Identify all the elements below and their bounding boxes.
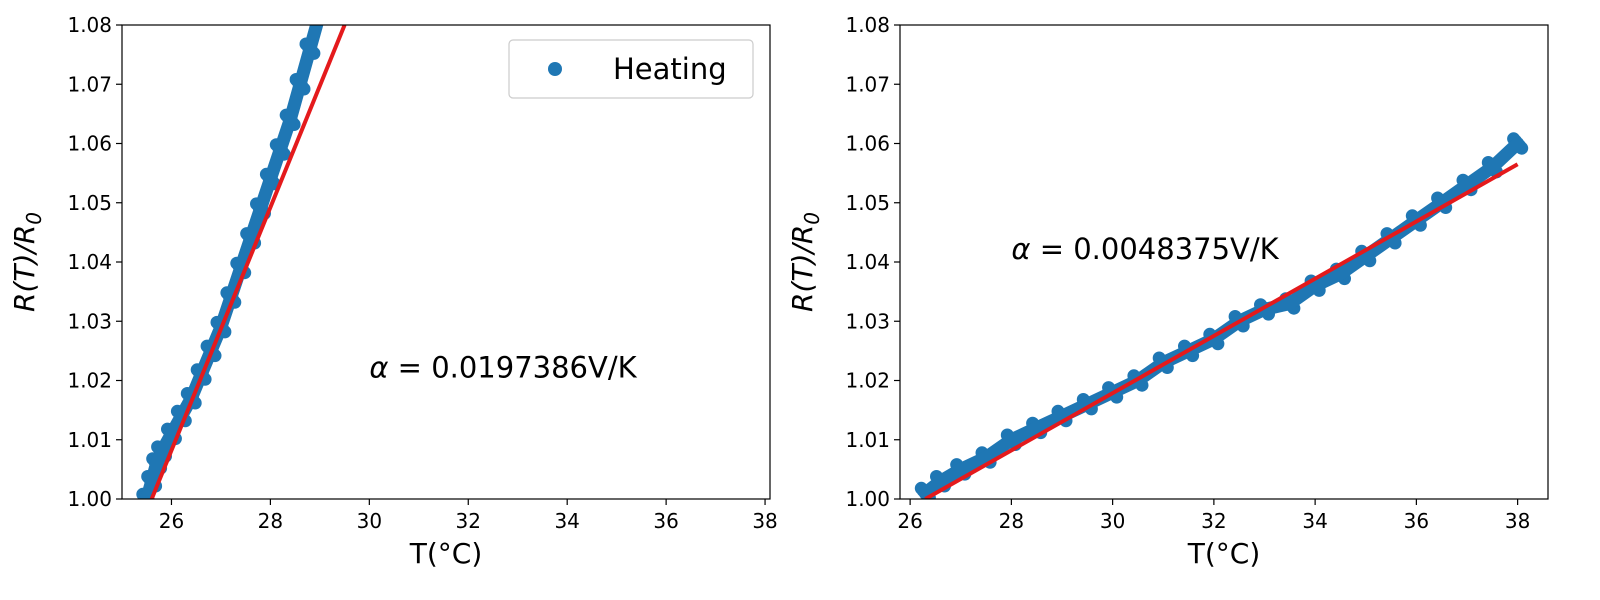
y-tick-label: 1.03 — [845, 309, 890, 333]
x-tick-label: 26 — [897, 509, 922, 533]
x-tick-label: 34 — [1302, 509, 1327, 533]
data-point — [313, 7, 326, 20]
data-point — [309, 2, 322, 15]
data-point — [317, 11, 330, 24]
y-tick-label: 1.07 — [67, 72, 112, 96]
y-tick-label: 1.08 — [67, 13, 112, 37]
y-tick-label: 1.01 — [845, 428, 890, 452]
y-tick-label: 1.00 — [845, 487, 890, 511]
data-band — [918, 137, 1525, 499]
y-tick-label: 1.05 — [845, 191, 890, 215]
x-tick-label: 36 — [1404, 509, 1429, 533]
y-tick-label: 1.05 — [67, 191, 112, 215]
x-tick-label: 38 — [752, 509, 777, 533]
fit-line — [149, 25, 347, 499]
legend-label: Heating — [613, 52, 727, 86]
y-axis-label: R(T)/R0 — [786, 212, 824, 312]
legend-box — [508, 39, 754, 99]
y-tick-label: 1.00 — [67, 487, 112, 511]
y-tick-label: 1.03 — [67, 309, 112, 333]
y-tick-label: 1.04 — [845, 250, 890, 274]
x-axis-label: T(°C) — [1187, 537, 1261, 570]
plot-area — [914, 132, 1529, 499]
x-tick-label: 34 — [554, 509, 579, 533]
alpha-annotation: α = 0.0197386V/K — [369, 351, 637, 385]
panel-1: 26 28 30 32 34 36 38 1.00 1.01 1.02 1.03 1.04 1.05 1.… — [8, 2, 778, 570]
y-tick-label: 1.02 — [845, 369, 890, 393]
data-point — [311, 4, 324, 17]
alpha-annotation: α = 0.0048375V/K — [1011, 232, 1279, 266]
x-tick-label: 36 — [653, 509, 678, 533]
y-tick-label: 1.06 — [67, 132, 112, 156]
y-tick-label: 1.07 — [845, 72, 890, 96]
data-point — [315, 9, 328, 22]
x-tick-label: 32 — [456, 509, 481, 533]
x-axis-label: T(°C) — [409, 537, 483, 570]
legend: Heating — [508, 39, 754, 99]
y-tick-label: 1.04 — [67, 250, 112, 274]
x-tick-label: 30 — [357, 509, 382, 533]
y-tick-label: 1.02 — [67, 369, 112, 393]
x-tick-label: 26 — [159, 509, 184, 533]
x-tick-label: 28 — [999, 509, 1024, 533]
y-axis-label: R(T)/R0 — [8, 212, 46, 312]
x-tick-label: 38 — [1505, 509, 1530, 533]
data-band — [140, 25, 324, 499]
plot-area — [136, 2, 347, 499]
y-tick-label: 1.08 — [845, 13, 890, 37]
x-tick-label: 30 — [1100, 509, 1125, 533]
y-tick-label: 1.06 — [845, 132, 890, 156]
x-tick-label: 32 — [1201, 509, 1226, 533]
y-tick-label: 1.01 — [67, 428, 112, 452]
x-tick-label: 28 — [258, 509, 283, 533]
panel-2: 26 28 30 32 34 36 38 1.00 1.01 1.02 1.03 1.04 1.05 1.… — [786, 13, 1549, 570]
fit-line — [924, 162, 1519, 499]
legend-marker — [548, 62, 562, 76]
